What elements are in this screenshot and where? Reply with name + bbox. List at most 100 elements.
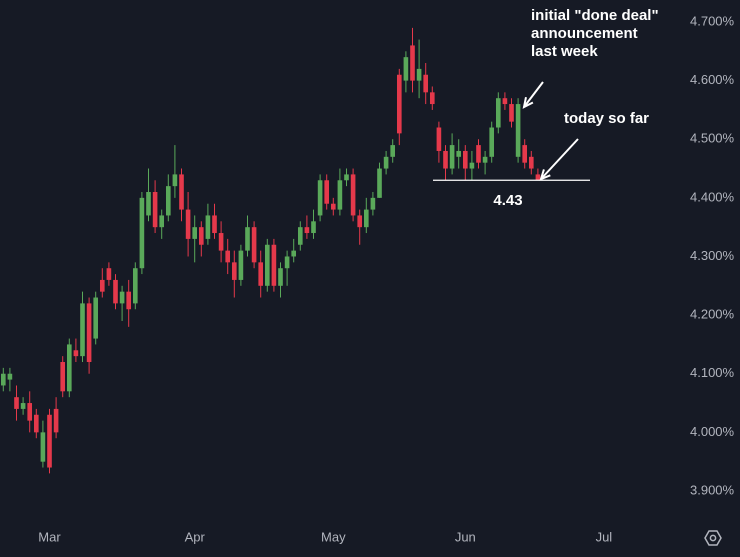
x-tick-label: Jul — [596, 529, 613, 544]
candle-body — [251, 227, 257, 263]
candle-body — [33, 414, 39, 433]
candle-body — [47, 414, 52, 468]
candle-body — [390, 145, 396, 157]
candle-body — [172, 174, 178, 187]
annotation-text: today so far — [564, 110, 649, 127]
candle-body — [489, 127, 495, 157]
settings-dot[interactable] — [709, 534, 717, 542]
candle-body — [7, 373, 13, 380]
candle-body — [443, 150, 448, 169]
candle-body — [192, 227, 198, 239]
candle-body — [14, 397, 19, 409]
candle-body — [119, 291, 125, 304]
settings-hexagon[interactable] — [704, 530, 722, 546]
candle-body — [66, 344, 72, 392]
candle-body — [198, 227, 204, 245]
candle-body — [363, 209, 369, 228]
annotation-text: last week — [531, 43, 598, 60]
candle-body — [132, 268, 138, 304]
candle-body — [93, 297, 99, 339]
candle-body — [522, 145, 528, 163]
candle-body — [311, 221, 316, 234]
reference-label: 4.43 — [493, 192, 522, 209]
candle-body — [40, 432, 46, 462]
y-tick-label: 4.300% — [690, 248, 735, 263]
y-tick-label: 4.400% — [690, 189, 735, 204]
y-tick-label: 4.600% — [690, 72, 735, 87]
y-tick-label: 4.100% — [690, 365, 735, 380]
candle-body — [462, 150, 468, 169]
settings-icon[interactable] — [704, 530, 722, 546]
candle-body — [86, 303, 92, 363]
y-tick-label: 4.700% — [690, 13, 735, 28]
candle-body — [330, 203, 336, 210]
candle-body — [205, 215, 211, 239]
candle-body — [304, 227, 310, 234]
candle-body — [515, 104, 521, 157]
candle-body — [423, 74, 429, 93]
y-tick-label: 4.500% — [690, 131, 735, 146]
candle-body — [264, 244, 270, 286]
candle-body — [377, 168, 382, 198]
candle-body — [429, 92, 435, 105]
candle-body — [20, 403, 26, 409]
candle-body — [159, 215, 165, 228]
candle-body — [357, 215, 363, 228]
candle-body — [502, 98, 508, 105]
candle-body — [436, 127, 442, 151]
candle-body — [291, 250, 297, 257]
candle-body — [245, 227, 250, 251]
candle-body — [27, 403, 33, 421]
candle-body — [53, 408, 59, 433]
x-tick-label: Jun — [455, 529, 476, 544]
y-tick-label: 4.200% — [690, 307, 735, 322]
candle-body — [370, 197, 376, 210]
candle-body — [185, 209, 191, 239]
x-tick-label: Apr — [185, 529, 206, 544]
candle-body — [99, 279, 105, 292]
annotation-text: initial "done deal" — [531, 7, 659, 24]
candle-body — [495, 98, 501, 128]
candle-body — [482, 156, 488, 163]
candle-body — [324, 180, 330, 204]
candle-body — [258, 262, 264, 286]
candle-body — [509, 104, 514, 122]
candle-body — [60, 362, 66, 392]
candle-body — [403, 57, 409, 81]
x-tick-label: May — [321, 529, 346, 544]
candle-body — [179, 174, 184, 210]
candle-body — [218, 233, 224, 251]
candle-body — [535, 174, 541, 181]
candle-body — [469, 162, 475, 169]
x-tick-label: Mar — [38, 529, 61, 544]
candle-body — [146, 191, 151, 216]
candle-body — [73, 350, 79, 357]
candle-body — [383, 156, 389, 169]
candle-body — [152, 191, 158, 228]
candle-body — [344, 174, 349, 181]
candle-body — [126, 291, 132, 310]
candle-body — [0, 373, 6, 386]
candle-body — [225, 250, 231, 263]
candle-body — [456, 150, 462, 157]
annotation-arrowhead — [522, 97, 534, 109]
candle-body — [165, 186, 171, 216]
candle-body — [113, 279, 118, 304]
y-tick-label: 4.000% — [690, 424, 735, 439]
candle-body — [416, 68, 422, 81]
y-tick-label: 3.900% — [690, 482, 735, 497]
candle-body — [528, 156, 534, 169]
annotation-arrow — [523, 81, 544, 108]
candle-body — [350, 174, 356, 216]
candle-body — [396, 74, 402, 134]
candle-body — [212, 215, 217, 234]
candle-body — [337, 180, 343, 210]
candle-body — [317, 180, 323, 216]
candle-body — [284, 256, 290, 269]
candle-body — [139, 197, 145, 269]
annotation-arrowhead — [539, 169, 551, 181]
annotation-text: announcement — [531, 25, 638, 42]
